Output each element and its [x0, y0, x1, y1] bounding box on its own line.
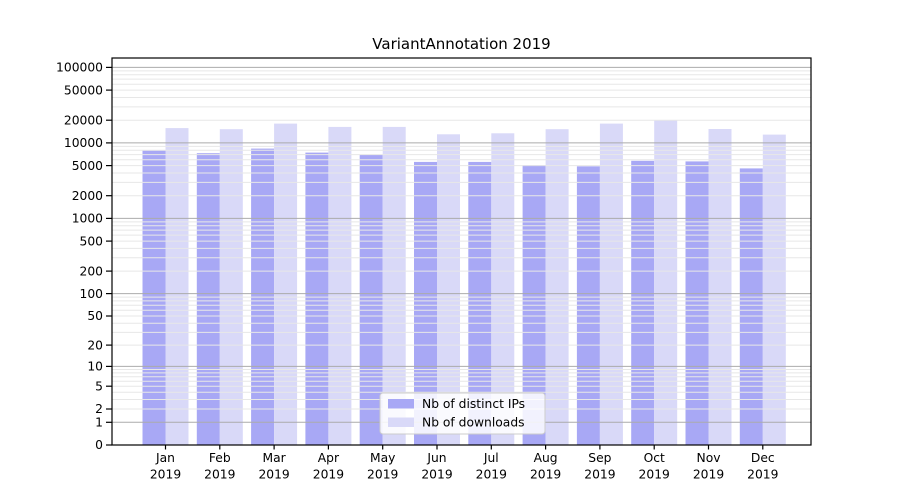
x-tick-label-year: 2019 — [150, 468, 181, 482]
x-tick-label-month: Dec — [751, 451, 775, 465]
bar-distinct-ips-apr — [305, 152, 329, 445]
bar-downloads-nov — [708, 129, 732, 445]
x-tick-label-month: Mar — [262, 451, 286, 465]
y-tick-label: 200 — [80, 264, 103, 278]
bar-distinct-ips-dec — [739, 168, 763, 445]
x-tick-label-year: 2019 — [476, 468, 507, 482]
x-tick-label-month: Oct — [644, 451, 665, 465]
legend-box — [379, 392, 546, 435]
x-tick-label-year: 2019 — [747, 468, 778, 482]
bar-downloads-dec — [762, 134, 786, 445]
x-tick-label-month: Jul — [483, 451, 499, 465]
x-tick-label-year: 2019 — [313, 468, 344, 482]
y-tick-label: 1000 — [72, 212, 103, 226]
x-tick-label-year: 2019 — [367, 468, 398, 482]
x-tick-label-month: Nov — [697, 451, 721, 465]
bar-downloads-aug — [545, 129, 569, 445]
x-tick-label-year: 2019 — [639, 468, 670, 482]
legend-swatch-downloads — [388, 417, 414, 427]
bar-distinct-ips-oct — [631, 160, 655, 446]
bar-downloads-jan — [165, 128, 189, 445]
x-tick-label-month: Aug — [534, 451, 558, 465]
x-tick-label-month: Apr — [318, 451, 340, 465]
bar-downloads-may — [382, 126, 406, 446]
legend-item-distinct-ips: Nb of distinct IPs — [388, 397, 525, 411]
bar-downloads-jul — [491, 133, 515, 446]
bar-distinct-ips-jul — [468, 161, 492, 445]
x-tick-label-month: May — [370, 451, 395, 465]
y-tick-label: 5000 — [72, 159, 103, 173]
bar-distinct-ips-may — [359, 154, 383, 445]
y-tick-label: 100 — [80, 287, 103, 301]
bar-distinct-ips-nov — [685, 161, 709, 445]
y-tick-label: 500 — [80, 234, 103, 248]
axis-frame — [111, 57, 812, 446]
y-tick-label: 20000 — [64, 113, 103, 127]
y-tick-label: 50000 — [64, 83, 103, 97]
bar-downloads-sep — [599, 123, 623, 445]
y-tick-label: 5 — [95, 379, 103, 393]
x-tick-label-year: 2019 — [584, 468, 615, 482]
y-axis: 0 12 5 10 20 50 100 200 500 1000 2000 5000 10000 2000… — [56, 61, 112, 452]
y-tick-label: 0 — [95, 438, 103, 452]
bar-downloads-apr — [328, 126, 352, 446]
legend: Nb of distinct IPs Nb of downloads — [379, 392, 546, 435]
bar-downloads-jun — [437, 134, 460, 446]
y-tick-label: 50 — [87, 309, 103, 323]
y-tick-label: 100000 — [56, 61, 103, 75]
x-tick-label-year: 2019 — [258, 468, 289, 482]
x-tick-label-month: Sep — [588, 451, 611, 465]
x-tick-label-year: 2019 — [204, 468, 235, 482]
legend-item-downloads: Nb of downloads — [388, 416, 525, 430]
bar-distinct-ips-jun — [414, 161, 437, 445]
legend-label: Nb of downloads — [422, 416, 525, 430]
x-axis: Jan 2019 Feb 2019 Mar 2019 Apr 2019 May 2019 Jun 20… — [150, 445, 778, 482]
x-tick-label-year: 2019 — [693, 468, 724, 482]
bar-distinct-ips-jan — [142, 150, 166, 445]
y-tick-label: 10 — [87, 360, 103, 374]
y-tick-label: 20 — [87, 338, 103, 352]
legend-label: Nb of distinct IPs — [422, 397, 525, 411]
x-tick-label-year: 2019 — [530, 468, 561, 482]
x-tick-label-month: Jan — [155, 451, 175, 465]
y-tick-label: 1 — [95, 416, 103, 430]
x-tick-label-month: Jun — [426, 451, 446, 465]
legend-swatch-distinct-ips — [388, 399, 414, 409]
y-tick-label: 2 — [95, 402, 103, 416]
x-tick-label-year: 2019 — [421, 468, 452, 482]
bar-downloads-mar — [274, 123, 298, 445]
y-tick-label: 10000 — [64, 136, 103, 150]
gridlines — [112, 66, 811, 423]
chart-title: VariantAnnotation 2019 — [372, 35, 550, 53]
x-tick-label-month: Feb — [209, 451, 231, 465]
bar-downloads-feb — [219, 129, 243, 445]
y-tick-label: 2000 — [72, 189, 103, 203]
bar-downloads-oct — [654, 120, 678, 445]
bar-distinct-ips-feb — [196, 153, 220, 445]
